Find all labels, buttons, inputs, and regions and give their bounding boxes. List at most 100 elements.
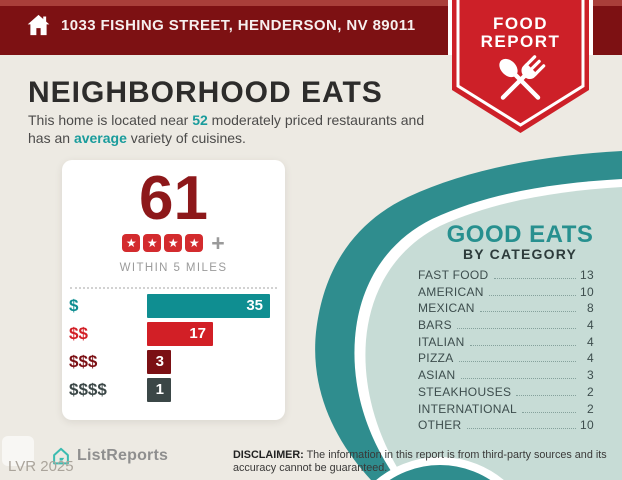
category-row: ASIAN 3 bbox=[418, 368, 594, 385]
radius-label: WITHIN 5 MILES bbox=[119, 262, 228, 274]
category-value: 4 bbox=[587, 351, 594, 366]
restaurant-stats-card: 61 ★ ★ ★ ★ + WITHIN 5 MILES $35 $$ 17 $$$ 3 $$$$ 1 bbox=[62, 160, 285, 420]
dotted-leader bbox=[456, 328, 576, 330]
disclaimer-label: DISCLAIMER: bbox=[233, 449, 304, 461]
category-row: STEAKHOUSES 2 bbox=[418, 385, 594, 402]
price-bar: 1 bbox=[147, 378, 171, 402]
card-divider bbox=[70, 287, 277, 289]
listreports-house-icon bbox=[53, 447, 69, 465]
price-bars: $35 $$ 17 $$$ 3 $$$$ 1 bbox=[62, 294, 285, 406]
badge-line2: REPORT bbox=[480, 32, 561, 51]
fork-spoon-icon bbox=[499, 55, 546, 100]
subtitle-text: This home is located near bbox=[28, 112, 193, 128]
circle-inner-fill bbox=[365, 187, 622, 480]
price-bar-row: $35 bbox=[62, 294, 285, 318]
disclaimer-text: The information in this report is from t… bbox=[233, 449, 607, 474]
price-bar-label: $ bbox=[69, 296, 79, 315]
food-report-badge bbox=[448, 0, 593, 133]
property-address: 1033 FISHING STREET, HENDERSON, NV 89011 bbox=[61, 17, 416, 34]
brand-name: ListReports bbox=[77, 447, 169, 464]
price-bar-value: 35 bbox=[246, 297, 263, 314]
star-icon: ★ bbox=[185, 234, 204, 252]
category-value: 13 bbox=[580, 268, 594, 282]
category-value: 8 bbox=[587, 301, 594, 316]
variety-highlight: average bbox=[73, 129, 127, 146]
star-icon: ★ bbox=[122, 234, 141, 252]
category-row: PIZZA 4 bbox=[418, 351, 594, 368]
address-row: 1033 FISHING STREET, HENDERSON, NV 89011 bbox=[25, 12, 415, 39]
category-label: INTERNATIONAL bbox=[418, 401, 518, 416]
category-row: AMERICAN 10 bbox=[418, 285, 594, 302]
badge-inner-outline bbox=[456, 0, 585, 127]
price-bar-row: $$$ 3 bbox=[62, 350, 285, 374]
category-label: BARS bbox=[418, 318, 452, 333]
page-title: NEIGHBORHOOD EATS bbox=[28, 76, 383, 109]
price-bar-value: 1 bbox=[155, 381, 164, 398]
category-row: INTERNATIONAL 2 bbox=[418, 402, 594, 419]
category-label: AMERICAN bbox=[418, 284, 484, 299]
bottom-decorative-arc bbox=[376, 457, 504, 480]
header-top-stripe bbox=[0, 0, 622, 6]
category-label: OTHER bbox=[418, 418, 462, 433]
star-icon: ★ bbox=[164, 234, 183, 252]
category-label: ITALIAN bbox=[418, 334, 465, 349]
category-row: BARS 4 bbox=[418, 318, 594, 335]
page-subtitle: This home is located near 52 moderately … bbox=[28, 112, 425, 146]
category-value: 10 bbox=[580, 418, 594, 433]
price-bar-label: $$$$ bbox=[69, 380, 107, 399]
dotted-leader bbox=[522, 411, 576, 413]
badge-title: FOOD REPORT bbox=[452, 15, 589, 51]
star-rating: ★ ★ ★ ★ + bbox=[62, 230, 285, 256]
badge-left-separator bbox=[448, 0, 452, 55]
lvr-watermark: LVR 2025 bbox=[8, 458, 74, 475]
rating-plus: + bbox=[211, 230, 225, 256]
good-eats-title: GOOD EATS bbox=[446, 221, 594, 248]
category-value: 4 bbox=[587, 318, 594, 333]
category-label: FAST FOOD bbox=[418, 268, 489, 282]
price-bar-row: $$$$ 1 bbox=[62, 378, 285, 402]
price-bar-row: $$ 17 bbox=[62, 322, 285, 346]
good-eats-subtitle: BY CATEGORY bbox=[462, 246, 578, 262]
category-label: PIZZA bbox=[418, 351, 454, 366]
dotted-leader bbox=[466, 428, 576, 430]
category-label: STEAKHOUSES bbox=[418, 384, 512, 399]
star-icon: ★ bbox=[143, 234, 162, 252]
dotted-leader bbox=[460, 378, 576, 380]
price-bar: 17 bbox=[147, 322, 213, 346]
price-bar-value: 17 bbox=[189, 325, 206, 342]
badge-shape bbox=[452, 0, 589, 133]
category-row: FAST FOOD 13 bbox=[418, 268, 594, 285]
category-value: 10 bbox=[580, 284, 594, 299]
category-row: ITALIAN 4 bbox=[418, 335, 594, 352]
category-value: 4 bbox=[587, 334, 594, 349]
category-label: ASIAN bbox=[418, 368, 456, 383]
price-bar: 35 bbox=[147, 294, 270, 318]
listreports-logo: ListReports bbox=[50, 445, 168, 467]
price-bar-label: $$$ bbox=[69, 352, 98, 371]
price-bar-value: 3 bbox=[155, 353, 164, 370]
dotted-leader bbox=[516, 394, 576, 396]
category-row: OTHER 10 bbox=[418, 418, 594, 435]
category-label: MEXICAN bbox=[418, 301, 475, 316]
dotted-leader bbox=[458, 361, 576, 363]
dotted-leader bbox=[493, 278, 576, 279]
category-value: 2 bbox=[587, 384, 594, 399]
category-value: 3 bbox=[587, 368, 594, 383]
restaurant-count-big: 61 bbox=[139, 164, 208, 233]
price-bar-label: $$ bbox=[69, 324, 88, 343]
dotted-leader bbox=[469, 344, 576, 346]
disclaimer: DISCLAIMER: The information in this repo… bbox=[233, 449, 615, 475]
dotted-leader bbox=[479, 311, 576, 313]
category-value: 2 bbox=[587, 401, 594, 416]
footer-white-chip bbox=[2, 436, 34, 466]
category-list: FAST FOOD 13 AMERICAN 10 MEXICAN 8 BARS 4 ITALIA… bbox=[418, 268, 594, 435]
category-row: MEXICAN 8 bbox=[418, 301, 594, 318]
home-icon bbox=[27, 14, 50, 36]
badge-right-separator bbox=[589, 0, 593, 55]
price-bar: 3 bbox=[147, 350, 171, 374]
badge-line1: FOOD bbox=[492, 14, 549, 33]
restaurant-count: 52 bbox=[192, 112, 208, 128]
dotted-leader bbox=[488, 294, 576, 296]
